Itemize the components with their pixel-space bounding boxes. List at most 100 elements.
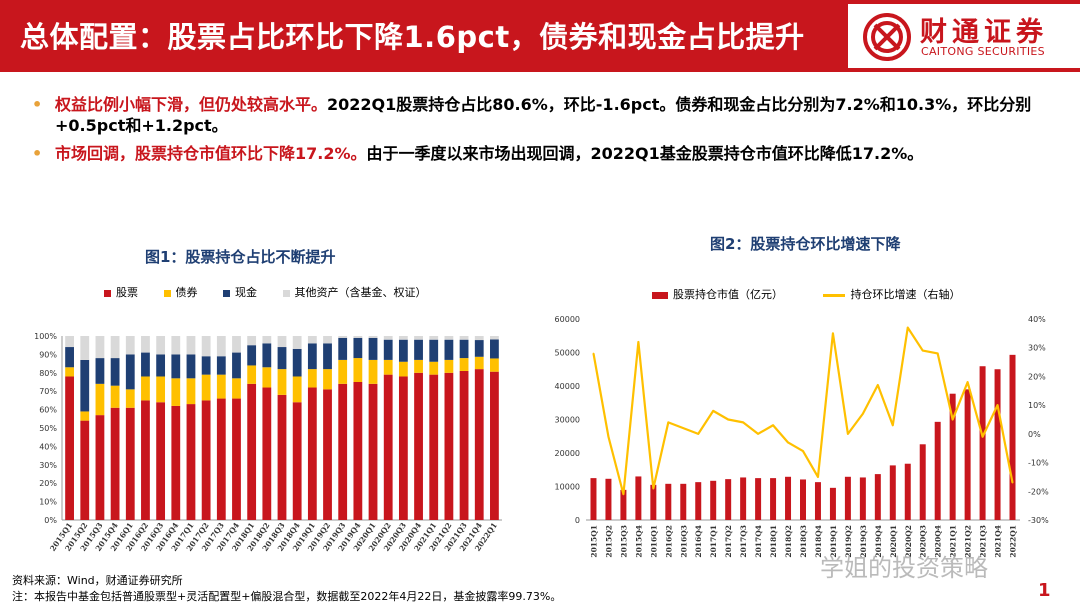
chart1-bar-other — [171, 336, 181, 355]
chart1-bar-stock — [125, 407, 135, 520]
chart2-x-tick: 2015Q1 — [589, 525, 598, 558]
chart1-y-tick: 80% — [39, 369, 57, 378]
chart2-x-tick: 2015Q3 — [619, 525, 628, 558]
chart1-bar-other — [95, 336, 105, 359]
chart2-x-tick: 2022Q1 — [1009, 525, 1018, 558]
chart1-bar-cash — [262, 343, 272, 368]
chart1-bar-bond — [307, 369, 317, 388]
chart2-bar-market-value — [949, 393, 956, 520]
chart1-bar-stock — [232, 398, 241, 520]
chart2-y-tick-right: 40% — [1028, 315, 1046, 324]
seal-icon — [863, 13, 911, 61]
chart1-legend: 股票 债券 现金 其他资产（含基金、权证） — [104, 284, 449, 300]
chart1-bar-cash — [444, 339, 454, 360]
chart2-x-tick: 2019Q4 — [874, 525, 883, 558]
chart2-x-tick: 2017Q2 — [724, 525, 733, 558]
chart2-bar-market-value — [785, 476, 792, 520]
chart2-bar-market-value — [979, 366, 986, 520]
chart1-bar-stock — [459, 370, 469, 520]
chart2-bar-market-value — [695, 482, 702, 520]
company-logo: 财通证券 CAITONG SECURITIES — [848, 4, 1080, 68]
chart2-line-point — [592, 352, 595, 355]
chart1-bar-cash — [201, 356, 211, 375]
chart2-line-point — [667, 421, 670, 424]
chart1-bar-stock — [323, 389, 332, 520]
chart1-bar-bond — [95, 383, 105, 416]
chart1-bar-stock — [474, 369, 484, 520]
chart2-line-point — [742, 421, 744, 424]
chart1-bar-other — [323, 336, 332, 344]
chart1-bar-stock — [201, 400, 211, 520]
legend-swatch — [652, 291, 668, 299]
chart1-bar-bond — [474, 356, 484, 370]
chart2-line-point — [637, 341, 640, 343]
chart1-bar-bond — [216, 374, 226, 399]
chart2-bar-market-value — [874, 474, 881, 520]
chart2-bar-market-value — [919, 444, 926, 520]
legend-item-growth: 持仓环比增速（右轴） — [822, 286, 961, 302]
chart1-bar-stock — [95, 415, 105, 520]
chart1-bar-other — [186, 336, 196, 355]
chart1-bar-stock — [444, 372, 454, 520]
chart2-line-point — [817, 476, 819, 478]
chart1-bar-stock — [186, 404, 196, 520]
chart1-bar-cash — [429, 339, 439, 362]
legend-swatch — [163, 289, 171, 297]
chart1-bar-other — [307, 336, 317, 344]
chart2-line-point — [697, 433, 700, 435]
chart1-bar-other — [353, 336, 363, 338]
chart2-bar-market-value — [829, 487, 836, 520]
chart1-bar-cash — [277, 347, 287, 370]
chart1-title: 图1：股票持仓占比不断提升 — [145, 248, 336, 266]
chart2-line-point — [787, 441, 789, 444]
chart2-line-point — [951, 418, 954, 421]
chart2-line-point — [757, 433, 759, 435]
legend-item-stock: 股票 — [104, 284, 138, 300]
chart2-x-tick: 2016Q2 — [664, 525, 673, 558]
chart1-bar-cash — [95, 358, 105, 384]
chart1-bar-bond — [414, 359, 423, 373]
chart2-bar-market-value — [994, 369, 1001, 520]
chart2-x-tick: 2017Q1 — [709, 525, 718, 558]
legend-swatch — [282, 289, 290, 297]
chart1-bar-stock — [65, 376, 74, 520]
chart2-x-tick: 2018Q1 — [769, 525, 778, 558]
chart1-bar-other — [414, 336, 423, 340]
chart1-bar-other — [262, 336, 272, 344]
chart1-bar-other — [459, 336, 469, 340]
chart2-line-point — [772, 424, 774, 427]
chart1-bar-other — [201, 336, 211, 357]
chart2-line-point — [862, 412, 864, 415]
legend-item-market-value: 股票持仓市值（亿元） — [652, 286, 783, 302]
chart1-bar-cash — [459, 339, 469, 359]
chart1-bar-other — [338, 336, 348, 338]
chart2-line-point — [966, 381, 969, 383]
legend-swatch — [822, 293, 845, 297]
chart1-bar-cash — [80, 359, 90, 412]
chart1-bar-bond — [201, 374, 211, 401]
chart1-bar-other — [368, 336, 378, 338]
chart1-bar-other — [80, 336, 90, 360]
bullet-text: 2022Q1股票持仓占比80.6%，环比-1.6pct。债券和现金占比分别为7.… — [55, 95, 1032, 135]
chart2-y-tick-right: 30% — [1028, 344, 1046, 353]
chart1-bar-bond — [459, 358, 469, 371]
chart1-bar-stock — [171, 405, 181, 520]
chart2-x-tick: 2020Q1 — [889, 525, 898, 558]
chart1-bar-cash — [141, 352, 150, 377]
chart1-bar-bond — [125, 389, 135, 408]
legend-label: 债券 — [175, 286, 198, 299]
chart1-y-tick: 40% — [39, 442, 57, 451]
chart2-x-tick: 2018Q4 — [814, 525, 823, 558]
chart2-line-point — [832, 332, 834, 335]
chart1-y-tick: 100% — [34, 332, 57, 341]
chart1-bar-other — [232, 336, 241, 353]
bullet-list: • 权益比例小幅下滑，但仍处较高水平。2022Q1股票持仓占比80.6%，环比-… — [30, 94, 1060, 171]
chart1-bar-other — [141, 336, 150, 353]
chart2-bar-market-value — [844, 476, 851, 520]
chart2-x-tick: 2021Q4 — [994, 525, 1003, 558]
chart1-bar-cash — [338, 337, 348, 360]
chart2-bar-market-value — [590, 478, 597, 520]
chart2-x-tick: 2017Q3 — [739, 525, 748, 558]
chart2-y-tick-right: -20% — [1028, 487, 1049, 496]
chart1-bar-cash — [323, 343, 332, 370]
